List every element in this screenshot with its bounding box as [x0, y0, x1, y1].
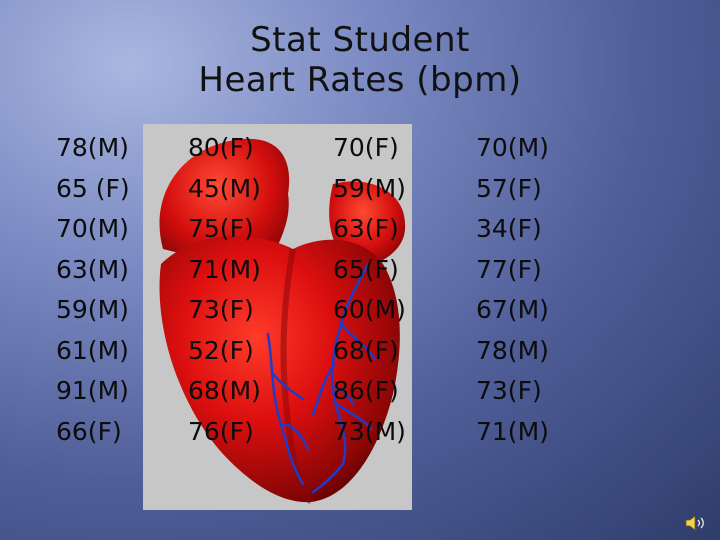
heart-rate-value: 70(M)	[476, 133, 549, 162]
heart-rate-value: 77(F)	[476, 254, 542, 284]
heart-rate-value: 68(F)	[333, 335, 399, 365]
heart-rate-value: 61(M)	[56, 335, 129, 365]
heart-rate-value: 78(M)	[56, 133, 129, 162]
heart-rate-value: 76(F)	[188, 416, 254, 446]
heart-rate-value: 78(M)	[476, 335, 549, 365]
heart-rate-value: 45(M)	[188, 173, 261, 203]
speaker-icon[interactable]	[684, 513, 708, 533]
heart-rate-value: 67(M)	[476, 295, 549, 324]
title-line-2: Heart Rates (bpm)	[198, 60, 522, 100]
heart-rate-value: 59(M)	[333, 173, 406, 203]
heart-rate-column-1: 78(M) 65 (F) 70(M) 63(M) 59(M) 61(M) 91(…	[56, 128, 130, 452]
heart-rate-column-3: 70(F) 59(M) 63(F) 65(F) 60(M) 68(F) 86(F…	[333, 128, 406, 452]
heart-rate-value: 91(M)	[56, 376, 129, 405]
heart-rate-value: 65(F)	[333, 254, 399, 284]
heart-rate-value: 63(M)	[56, 254, 129, 284]
heart-rate-value: 34(F)	[476, 214, 542, 243]
heart-rate-value: 73(M)	[333, 416, 406, 446]
heart-rate-value: 66(F)	[56, 416, 122, 446]
heart-rate-value: 80(F)	[188, 133, 254, 162]
heart-rate-column-2: 80(F) 45(M) 75(F) 71(M) 73(F) 52(F) 68(M…	[188, 128, 261, 452]
heart-rate-value: 60(M)	[333, 295, 406, 324]
heart-image	[143, 124, 412, 510]
heart-rate-value: 63(F)	[333, 214, 399, 243]
heart-rate-value: 71(M)	[188, 254, 261, 284]
heart-rate-value: 70(M)	[56, 214, 129, 243]
heart-rate-value: 70(F)	[333, 133, 399, 162]
heart-rate-value: 73(F)	[476, 376, 542, 405]
heart-rate-value: 75(F)	[188, 214, 254, 243]
title-line-1: Stat Student	[250, 20, 470, 60]
heart-rate-value: 59(M)	[56, 295, 129, 324]
heart-illustration	[159, 138, 406, 505]
heart-rate-value: 65 (F)	[56, 173, 130, 203]
heart-rate-value: 52(F)	[188, 335, 254, 365]
slide-title: Stat Student Heart Rates (bpm)	[0, 20, 720, 100]
heart-rate-value: 73(F)	[188, 295, 254, 324]
heart-rate-column-4: 70(M) 57(F) 34(F) 77(F) 67(M) 78(M) 73(F…	[476, 128, 549, 452]
heart-rate-value: 86(F)	[333, 376, 399, 405]
heart-rate-value: 57(F)	[476, 173, 542, 203]
heart-rate-value: 71(M)	[476, 416, 549, 446]
heart-rate-value: 68(M)	[188, 376, 261, 405]
